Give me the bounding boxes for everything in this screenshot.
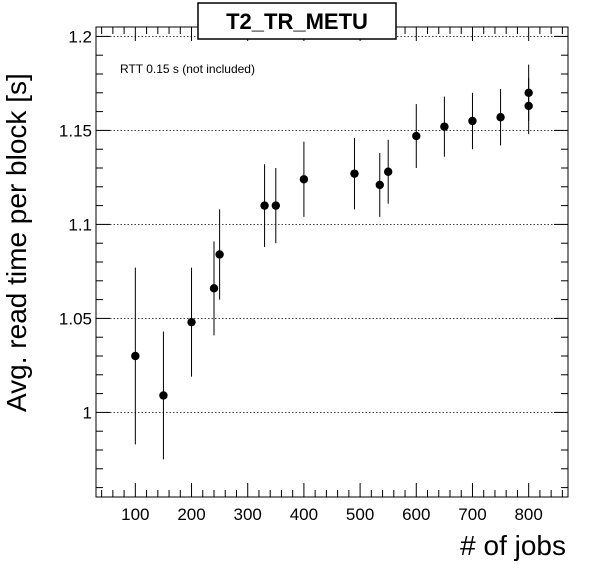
y-tick-label: 1.1 xyxy=(68,215,92,234)
marker xyxy=(260,201,269,210)
x-tick-label: 400 xyxy=(290,505,318,524)
y-tick-labels: 1 1.05 1.1 1.15 1.2 xyxy=(59,27,92,422)
marker xyxy=(209,284,219,293)
y-tick-label: 1.15 xyxy=(59,121,92,140)
y-tick-label: 1.2 xyxy=(68,27,92,46)
marker xyxy=(131,351,140,361)
marker xyxy=(383,167,393,176)
data-point xyxy=(350,137,359,210)
plot-frame xyxy=(95,26,569,498)
x-tick-label: 500 xyxy=(346,505,374,524)
x-tick-labels: 100 200 300 400 500 600 700 800 xyxy=(121,505,543,524)
marker xyxy=(215,250,224,259)
grid-lines xyxy=(96,36,568,413)
marker xyxy=(496,113,505,122)
x-axis-title: # of jobs xyxy=(460,530,566,561)
marker xyxy=(299,175,309,184)
title-box: T2_TR_METU xyxy=(197,2,397,40)
marker xyxy=(468,116,477,126)
marker xyxy=(159,391,168,400)
data-point xyxy=(271,168,281,244)
marker xyxy=(524,101,533,111)
chart-title: T2_TR_METU xyxy=(226,9,368,34)
x-tick-label: 800 xyxy=(514,505,542,524)
x-tick-label: 700 xyxy=(458,505,486,524)
data-points xyxy=(131,64,533,460)
y-axis-title: Avg. read time per block [s] xyxy=(1,73,32,412)
marker xyxy=(440,122,449,131)
data-point xyxy=(299,141,309,217)
data-point xyxy=(187,267,196,377)
data-point xyxy=(215,209,224,300)
data-point xyxy=(440,96,449,157)
data-point xyxy=(496,89,505,146)
marker xyxy=(271,201,281,210)
data-point xyxy=(383,139,393,204)
data-point xyxy=(131,267,140,445)
x-tick-label: 200 xyxy=(177,505,205,524)
data-point xyxy=(375,152,384,217)
marker xyxy=(375,180,384,190)
data-point xyxy=(524,77,533,135)
x-tick-label: 100 xyxy=(121,505,149,524)
annotation: RTT 0.15 s (not included) xyxy=(120,62,255,76)
marker xyxy=(412,131,421,141)
data-point xyxy=(159,331,168,460)
axis-ticks xyxy=(96,27,568,497)
data-point xyxy=(209,241,219,336)
y-tick-label: 1.05 xyxy=(59,309,92,328)
data-point xyxy=(260,164,269,247)
marker xyxy=(350,169,359,178)
x-tick-label: 600 xyxy=(402,505,430,524)
y-tick-label: 1 xyxy=(83,403,92,422)
data-point xyxy=(468,92,477,150)
marker xyxy=(187,317,196,327)
data-point xyxy=(412,104,421,168)
x-tick-label: 300 xyxy=(234,505,262,524)
